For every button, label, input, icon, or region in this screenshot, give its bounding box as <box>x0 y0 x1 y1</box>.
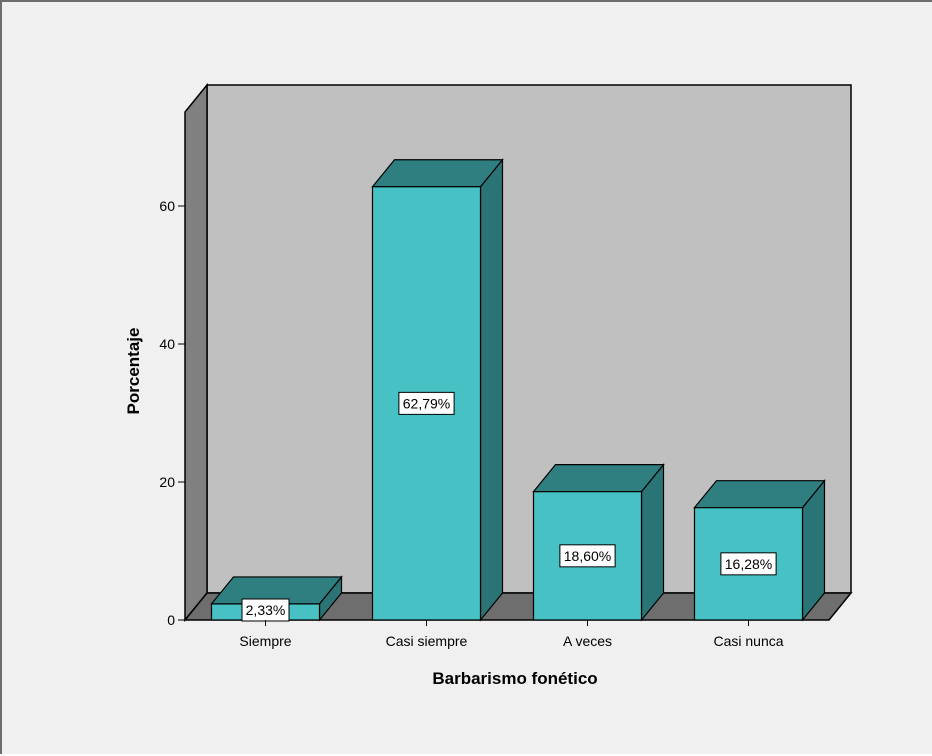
bar-group: 16,28% <box>693 478 826 622</box>
bar-top <box>371 159 504 188</box>
bar-top <box>693 480 826 509</box>
x-tick-label: Casi nunca <box>713 633 783 649</box>
bar-group: 62,79% <box>371 158 504 622</box>
data-label-box <box>720 552 777 576</box>
y-tick-label: 0 <box>167 612 175 628</box>
y-tick-label: 20 <box>159 474 175 490</box>
x-tick-label: Siempre <box>239 633 291 649</box>
bar-group: 18,60% <box>532 462 665 622</box>
x-tick-label: Casi siempre <box>386 633 468 649</box>
x-axis: Siempre Casi siempre A veces Casi nunca <box>239 620 784 649</box>
data-label-box <box>398 391 455 415</box>
bar-group: 2,33% <box>210 575 343 622</box>
bar-side <box>479 158 504 622</box>
x-axis-title: Barbarismo fonético <box>432 669 597 688</box>
bar-top <box>532 464 665 493</box>
data-label: 18,60% <box>564 548 611 564</box>
data-label-box <box>559 544 616 568</box>
data-label: 2,33% <box>246 602 286 618</box>
x-tick-label: A veces <box>563 633 612 649</box>
data-label: 16,28% <box>725 556 772 572</box>
data-label: 62,79% <box>403 395 450 411</box>
chart-walls <box>183 82 853 623</box>
y-tick-label: 60 <box>159 198 175 214</box>
y-axis: 0 20 40 60 <box>159 198 185 628</box>
y-tick-label: 40 <box>159 336 175 352</box>
y-axis-title: Porcentaje <box>124 328 143 415</box>
bars: 2,33% 62,79% 18,60% 16,28% <box>210 158 826 622</box>
side-wall <box>184 82 208 623</box>
